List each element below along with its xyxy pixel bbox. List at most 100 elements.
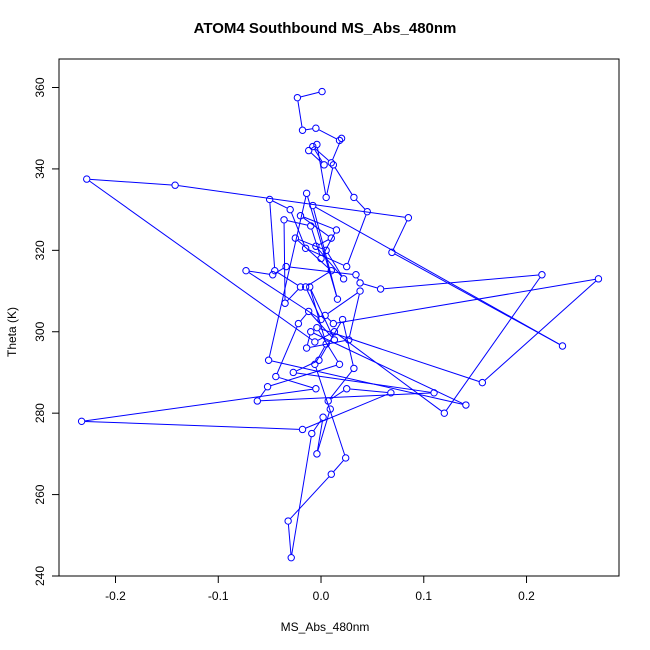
data-point xyxy=(253,397,262,405)
data-point xyxy=(307,222,315,230)
x-tick-label: 0.1 xyxy=(415,589,432,603)
data-point xyxy=(350,193,358,202)
data-point xyxy=(327,234,335,242)
y-axis-label: Theta (K) xyxy=(5,307,19,358)
series-line-segment xyxy=(279,377,313,389)
series-line-segment xyxy=(342,322,354,366)
series-line-segment xyxy=(270,364,337,387)
data-point xyxy=(296,283,305,291)
data-point xyxy=(404,214,413,222)
data-point xyxy=(284,517,292,525)
data-point xyxy=(321,311,329,320)
y-tick-label: 360 xyxy=(33,77,47,97)
data-point xyxy=(242,266,250,275)
data-point xyxy=(298,126,307,134)
x-tick-label: 0.2 xyxy=(518,589,535,603)
series-line-segment xyxy=(305,128,313,131)
data-point xyxy=(478,378,487,387)
data-point xyxy=(83,175,91,183)
series-line-segment xyxy=(310,313,333,338)
data-point xyxy=(298,425,307,434)
series-line-segment xyxy=(268,196,307,357)
data-point xyxy=(287,553,295,562)
series-line-segment xyxy=(296,361,317,372)
data-point xyxy=(306,283,314,291)
series-line-segment xyxy=(327,253,343,277)
data-point xyxy=(265,195,274,204)
axes: -0.2 -0.1 0.0 0.1 0.2 240 260 280 300 320 340 360 xyxy=(33,77,535,603)
data-point xyxy=(311,360,319,369)
series-line-segment xyxy=(363,283,378,289)
data-point xyxy=(319,413,327,421)
series-line-segment xyxy=(272,200,288,209)
data-point xyxy=(269,271,277,279)
series-line-segment xyxy=(445,277,541,411)
data-point xyxy=(77,417,86,426)
data-point xyxy=(440,409,449,417)
data-point xyxy=(263,383,272,391)
y-tick-label: 340 xyxy=(33,159,47,179)
series-line-segment xyxy=(276,326,298,374)
data-series xyxy=(85,91,597,555)
data-point xyxy=(309,142,317,151)
series-line-segment xyxy=(484,280,597,381)
data-point xyxy=(301,283,310,291)
series-line-segment xyxy=(313,332,463,404)
data-point xyxy=(327,470,335,478)
series-line-segment xyxy=(327,292,358,314)
data-point xyxy=(301,244,310,253)
data-point xyxy=(343,385,351,393)
series-line-segment xyxy=(287,524,292,555)
series-line-segment xyxy=(303,216,334,230)
series-line-segment xyxy=(311,229,321,256)
data-point xyxy=(317,254,325,263)
data-point xyxy=(330,336,339,344)
series-line-segment xyxy=(330,390,345,400)
series-line-segment xyxy=(303,217,329,237)
data-point xyxy=(304,307,313,316)
data-point xyxy=(387,389,395,397)
y-tick-label: 260 xyxy=(33,484,47,504)
data-point xyxy=(356,279,364,287)
data-point xyxy=(296,212,305,220)
y-tick-label: 280 xyxy=(33,403,47,423)
data-point xyxy=(311,338,319,346)
data-point xyxy=(388,248,396,257)
data-point xyxy=(430,389,438,397)
series-line-segment xyxy=(307,335,311,345)
series-line-segment xyxy=(311,146,315,149)
series-line-segment xyxy=(90,178,172,186)
series-line-segment xyxy=(336,333,442,412)
data-point xyxy=(320,161,328,169)
series-line-segment xyxy=(315,367,346,455)
data-point xyxy=(294,319,303,328)
data-points xyxy=(77,87,603,562)
series-line-segment xyxy=(392,220,408,250)
data-point xyxy=(376,285,385,293)
data-point xyxy=(286,205,294,214)
series-line-segment xyxy=(317,147,327,195)
data-point xyxy=(302,344,311,352)
series-line-segment xyxy=(178,185,405,218)
series-line-segment xyxy=(300,313,307,322)
series-line-segment xyxy=(316,420,323,451)
x-axis-label: MS_Abs_480nm xyxy=(280,620,370,634)
data-point xyxy=(327,159,335,167)
data-point xyxy=(333,295,342,303)
data-point xyxy=(315,356,323,364)
data-point xyxy=(302,189,311,198)
series-line-segment xyxy=(271,360,463,405)
series-line-segment xyxy=(297,101,303,127)
series-line-segment xyxy=(275,268,284,274)
series-line-segment xyxy=(315,206,560,345)
series-line-segment xyxy=(249,270,270,275)
data-point xyxy=(341,454,350,462)
data-point xyxy=(330,328,339,336)
series-line-segment xyxy=(332,141,341,160)
series-line-segment xyxy=(316,346,325,362)
data-point xyxy=(343,262,351,271)
data-point xyxy=(271,266,279,275)
series-line-segment xyxy=(289,266,353,275)
series-line-segment xyxy=(269,202,276,268)
